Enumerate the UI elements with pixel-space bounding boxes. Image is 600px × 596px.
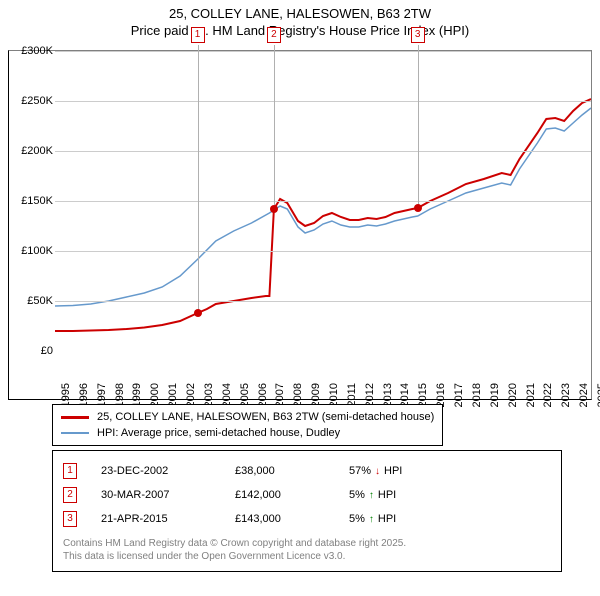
marker-box-3: 3: [411, 27, 425, 43]
gridline-h: [55, 251, 591, 252]
y-axis-label: £50K: [9, 295, 53, 307]
marker-box-2: 2: [267, 27, 281, 43]
chart-title-1: 25, COLLEY LANE, HALESOWEN, B63 2TW: [0, 6, 600, 21]
marker-dot-2: [270, 205, 278, 213]
events-box: 1 23-DEC-2002 £38,000 57% ↓ HPI 2 30-MAR-2007…: [52, 450, 562, 572]
gridline-h: [55, 301, 591, 302]
marker-line-1: [198, 45, 199, 313]
legend-row-1: 25, COLLEY LANE, HALESOWEN, B63 2TW (sem…: [61, 409, 434, 425]
event-num: 2: [63, 487, 77, 503]
footer-line-1: Contains HM Land Registry data © Crown c…: [63, 537, 551, 550]
event-price: £143,000: [235, 513, 325, 525]
footer: Contains HM Land Registry data © Crown c…: [63, 537, 551, 563]
series-hpi: [55, 108, 591, 306]
event-row-1: 1 23-DEC-2002 £38,000 57% ↓ HPI: [63, 459, 551, 483]
y-axis-label: £150K: [9, 195, 53, 207]
legend-swatch-2: [61, 432, 89, 434]
x-axis-label: 2021: [525, 383, 537, 407]
event-row-2: 2 30-MAR-2007 £142,000 5% ↑ HPI: [63, 483, 551, 507]
gridline-h: [55, 151, 591, 152]
event-price: £38,000: [235, 465, 325, 477]
y-axis-label: £0: [9, 345, 53, 357]
marker-dot-1: [194, 309, 202, 317]
event-pct: 5% ↑ HPI: [349, 513, 396, 525]
event-date: 21-APR-2015: [101, 513, 211, 525]
plot-area: £0£50K£100K£150K£200K£250K£300K123: [55, 51, 591, 351]
event-num: 1: [63, 463, 77, 479]
event-date: 23-DEC-2002: [101, 465, 211, 477]
footer-line-2: This data is licensed under the Open Gov…: [63, 550, 551, 563]
y-axis-label: £100K: [9, 245, 53, 257]
x-axis-label: 2018: [471, 383, 483, 407]
y-axis-label: £200K: [9, 145, 53, 157]
legend-label-2: HPI: Average price, semi-detached house,…: [97, 427, 340, 439]
event-num: 3: [63, 511, 77, 527]
event-pct: 5% ↑ HPI: [349, 489, 396, 501]
x-axis-label: 2017: [453, 383, 465, 407]
event-pct: 57% ↓ HPI: [349, 465, 402, 477]
chart-frame: £0£50K£100K£150K£200K£250K£300K123 19951…: [8, 50, 592, 400]
y-axis-label: £250K: [9, 95, 53, 107]
x-axis-label: 2022: [542, 383, 554, 407]
y-axis-label: £300K: [9, 45, 53, 57]
marker-line-3: [418, 45, 419, 208]
event-price: £142,000: [235, 489, 325, 501]
x-axis-label: 2020: [507, 383, 519, 407]
legend-row-2: HPI: Average price, semi-detached house,…: [61, 425, 434, 441]
event-row-3: 3 21-APR-2015 £143,000 5% ↑ HPI: [63, 507, 551, 531]
x-axis-label: 2019: [489, 383, 501, 407]
gridline-h: [55, 51, 591, 52]
x-axis-label: 2025: [596, 383, 600, 407]
legend-box: 25, COLLEY LANE, HALESOWEN, B63 2TW (sem…: [52, 404, 443, 446]
x-axis-label: 2024: [578, 383, 590, 407]
x-axis-label: 2023: [560, 383, 572, 407]
marker-line-2: [274, 45, 275, 209]
series-price_paid: [55, 99, 591, 331]
legend-swatch-1: [61, 416, 89, 419]
gridline-h: [55, 101, 591, 102]
marker-dot-3: [414, 204, 422, 212]
marker-box-1: 1: [191, 27, 205, 43]
chart-container: 25, COLLEY LANE, HALESOWEN, B63 2TW Pric…: [0, 6, 600, 596]
legend-label-1: 25, COLLEY LANE, HALESOWEN, B63 2TW (sem…: [97, 411, 434, 423]
event-date: 30-MAR-2007: [101, 489, 211, 501]
gridline-h: [55, 201, 591, 202]
chart-title-2: Price paid vs. HM Land Registry's House …: [0, 23, 600, 38]
